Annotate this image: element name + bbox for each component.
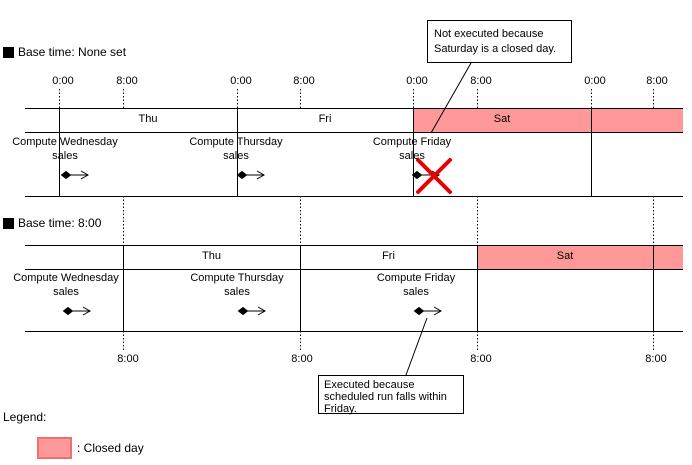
- day-label-thu-section2: Thu: [202, 250, 221, 262]
- section1-title-label: Base time: None set: [18, 45, 127, 59]
- execution-arrow-icon-fri2: [413, 306, 443, 316]
- section2-title: Base time: 8:00: [3, 217, 101, 230]
- callout-executed: Executed because scheduled run falls wit…: [318, 375, 464, 415]
- day-label-fri-section2: Fri: [382, 250, 395, 262]
- tick-label-0800-sat: 8:00: [470, 75, 492, 87]
- day-label-fri-section1: Fri: [318, 113, 332, 125]
- dashed-time-gridlines: [59, 89, 654, 352]
- tick-label-0000-sat: 0:00: [406, 75, 428, 87]
- tick-label-0800-fri: 8:00: [293, 75, 315, 87]
- band1-grid: [25, 108, 683, 197]
- section2-title-label: Base time: 8:00: [18, 216, 102, 230]
- day-label-sat-section2: Sat: [556, 250, 574, 262]
- callout-leader-line-not-executed: [430, 62, 472, 134]
- bottom-tick-label-0800-sun: 8:00: [645, 353, 667, 365]
- tick-label-0800-thu: 8:00: [116, 75, 138, 87]
- tick-label-0000-fri: 0:00: [230, 75, 252, 87]
- bottom-tick-label-0800-sat: 8:00: [470, 353, 492, 365]
- legend-title: Legend:: [3, 410, 47, 424]
- callout-leader-line-executed: [405, 317, 428, 376]
- day-label-sat-section1: Sat: [493, 113, 511, 125]
- bottom-tick-label-0800-fri: 8:00: [291, 353, 313, 365]
- closed-day-swatch: [37, 437, 72, 459]
- job-label-compute-thursday-2: Compute Thursday sales: [190, 272, 284, 298]
- job-label-compute-thursday-1: Compute Thursday sales: [189, 136, 283, 162]
- tick-label-0800-sun: 8:00: [646, 75, 668, 87]
- bottom-tick-label-0800-thu: 8:00: [117, 353, 139, 365]
- not-executed-cross-icon: [416, 158, 452, 194]
- section1-title: Base time: None set: [3, 46, 126, 59]
- execution-arrow-icon-wed2: [62, 306, 92, 316]
- tick-label-0000-sun: 0:00: [584, 75, 606, 87]
- job-label-compute-friday-2: Compute Friday sales: [376, 272, 456, 298]
- tick-label-0000-thu: 0:00: [52, 75, 74, 87]
- bullet-square-icon: [3, 218, 14, 229]
- callout-not-executed: Not executed because Saturday is a close…: [427, 20, 572, 63]
- job-label-compute-wednesday-2: Compute Wednesday sales: [13, 272, 119, 298]
- band2-grid: [25, 245, 683, 332]
- execution-arrow-icon-wed1: [60, 170, 90, 180]
- legend-closed-day-label: : Closed day: [77, 441, 144, 455]
- job-label-compute-friday-1: Compute Friday sales: [372, 136, 452, 162]
- execution-arrow-icon-thu1: [236, 170, 266, 180]
- execution-arrow-icon-thu2: [237, 306, 267, 316]
- closed-day-band-sat-section2: [477, 245, 683, 269]
- closed-day-band-sat-section1: [413, 108, 683, 132]
- day-label-thu-section1: Thu: [138, 113, 158, 125]
- bullet-square-icon: [3, 47, 14, 58]
- job-label-compute-wednesday-1: Compute Wednesday sales: [12, 136, 118, 162]
